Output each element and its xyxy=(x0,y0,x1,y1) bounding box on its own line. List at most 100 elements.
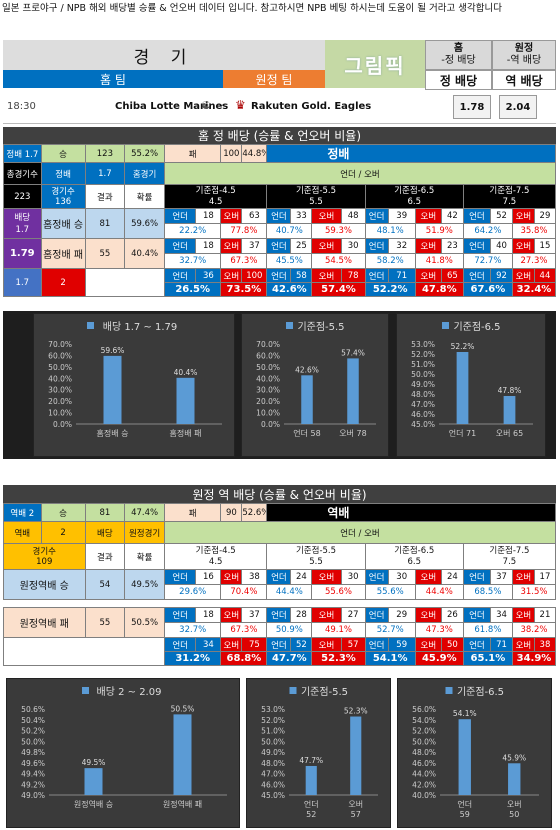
s1-r2-65-under-pct: 58.2% xyxy=(364,253,416,269)
s1-line-75-value: 7.5 xyxy=(502,196,517,207)
s2-r2-55-over-label: 오버 xyxy=(311,607,342,623)
s1-lose-label: 패 xyxy=(163,144,222,163)
s2-r2-55-over-pct: 49.1% xyxy=(311,622,366,638)
s1-line-45-label: 기준점-4.5 xyxy=(195,185,236,196)
s1-r1-45-under-pct: 22.2% xyxy=(163,223,222,239)
s2-r2-55-under: 28 xyxy=(290,607,313,623)
s2-r3-75-under: 71 xyxy=(490,637,513,652)
s2-r2-45-under-label: 언더 xyxy=(163,607,197,623)
s2-prob-head: 확률 xyxy=(124,543,165,570)
s1-r1-75-over-pct: 35.8% xyxy=(511,223,557,239)
s1-result-head: 결과 xyxy=(84,184,126,209)
s2-r2-45-over-pct: 67.3% xyxy=(220,622,268,638)
s2-r3-65-over: 50 xyxy=(440,637,464,652)
s2-r3-45-over-pct: 68.8% xyxy=(220,651,268,666)
s1-total-games-label: 총경기수 xyxy=(3,162,42,185)
s2-r2-65-under-label: 언더 xyxy=(364,607,389,623)
s1-r3-75-over-label: 오버 xyxy=(511,268,535,283)
s1-line-45: 기준점-4.5 4.5 xyxy=(163,184,268,209)
s1-lose-pct: 44.8% xyxy=(241,144,268,163)
s2-r1-45-under-label: 언더 xyxy=(163,569,197,585)
x-category-label: 57 xyxy=(351,810,361,819)
s1-r2-65-over-label: 오버 xyxy=(414,238,442,254)
s2-r3-45-under-pct: 31.2% xyxy=(163,651,222,666)
s1-r3-65-under: 71 xyxy=(387,268,416,283)
legend-swatch xyxy=(286,322,293,329)
s1-r1-45-over-pct: 77.8% xyxy=(220,223,268,239)
legend-swatch xyxy=(82,687,89,694)
y-tick-label: 10.0% xyxy=(256,409,280,418)
s1-lose-row-count: 55 xyxy=(84,238,126,269)
s1-underover-head: 언더 / 오버 xyxy=(163,162,557,185)
s2-r3-45-under-label: 언더 xyxy=(163,637,197,652)
y-tick-label: 53.0% xyxy=(411,340,435,349)
s1-side-odds: 배당 1.7 xyxy=(3,208,42,239)
s2-dog-head-odds: 2 xyxy=(40,521,86,544)
fav-odds-header: 정 배당 xyxy=(425,70,492,90)
s2-lose-row-count: 55 xyxy=(84,607,126,638)
s1-r3-45-under-pct: 26.5% xyxy=(163,282,222,297)
s2-section-label: 역배 xyxy=(266,503,556,522)
chart-6: 기준점-6.5 40.0% 42.0% 44.0% 46.0% 48.0% 50.0% 52.… xyxy=(397,678,552,828)
dog-odds-value[interactable]: 2.04 xyxy=(499,95,537,119)
chart-title-group: 배당 2 ~ 2.09 xyxy=(82,686,161,698)
s1-line-55-label: 기준점-5.5 xyxy=(295,185,337,196)
s1-r2-55-over: 30 xyxy=(340,238,366,254)
s2-r3-65-over-pct: 45.9% xyxy=(414,651,464,666)
y-tick-label: 50.4% xyxy=(21,716,45,725)
site-logo: 그림픽 xyxy=(325,40,425,88)
y-tick-label: 50.6% xyxy=(21,705,45,714)
s1-r2-45-under-pct: 32.7% xyxy=(163,253,222,269)
y-tick-label: 49.4% xyxy=(21,770,45,779)
legend-swatch xyxy=(289,687,297,694)
s2-r2-45-over-label: 오버 xyxy=(220,607,243,623)
chart-title: 배당 2 ~ 2.09 xyxy=(97,686,162,698)
s1-r2-45-over: 37 xyxy=(241,238,268,254)
s2-r1-55-under: 24 xyxy=(290,569,313,585)
bar-data-label: 50.5% xyxy=(171,704,195,713)
game-header: 경 기 xyxy=(3,40,325,70)
chart-title-group: 기준점-5.5 xyxy=(286,321,345,333)
y-tick-label: 45.0% xyxy=(411,420,435,429)
x-category-label: 오버 65 xyxy=(496,428,523,438)
s1-r1-65-over: 42 xyxy=(440,208,464,224)
y-tick-label: 0.0% xyxy=(261,420,280,429)
s2-r1-45-over-pct: 70.4% xyxy=(220,584,268,600)
s1-lose-count: 100 xyxy=(220,144,243,163)
s2-line-55-value: 5.5 xyxy=(309,556,323,567)
section1-title: 홈 정 배당 (승률 & 언오버 비율) xyxy=(3,127,556,144)
s1-game-count: 경기수 136 xyxy=(40,184,86,209)
s1-r3-45-under: 36 xyxy=(195,268,222,283)
y-tick-label: 50.0% xyxy=(256,363,280,372)
s1-r2-45-over-label: 오버 xyxy=(220,238,243,254)
s1-fav-head: 정배 xyxy=(40,162,86,185)
s1-win-label: 승 xyxy=(40,144,86,163)
s1-r2-65-under-label: 언더 xyxy=(364,238,389,254)
chart-title-group: 기준점-5.5 xyxy=(289,686,348,698)
s1-line-65-value: 6.5 xyxy=(407,196,421,207)
x-category-label: 52 xyxy=(306,810,316,819)
bar-data-label: 47.7% xyxy=(299,756,323,765)
chart-bar xyxy=(305,765,317,795)
fav-odds-value[interactable]: 1.78 xyxy=(453,95,491,119)
chart-title: 기준점-5.5 xyxy=(301,686,348,698)
s1-r3-65-over: 65 xyxy=(440,268,464,283)
s2-lose-count: 90 xyxy=(220,503,243,522)
bar-data-label: 49.5% xyxy=(82,758,106,767)
s1-r3-55-over-pct: 57.4% xyxy=(311,282,366,297)
away-sub: -역 배당 xyxy=(506,55,542,66)
s2-line-75: 기준점-7.5 7.5 xyxy=(462,543,557,570)
s2-r3-65-under: 59 xyxy=(387,637,416,652)
s1-line-55: 기준점-5.5 5.5 xyxy=(266,184,366,209)
intro-text: 일본 프로야구 / NPB 해외 배당별 승률 & 언오버 데이터 입니다. 참… xyxy=(2,3,502,14)
s2-line-65: 기준점-6.5 6.5 xyxy=(364,543,464,570)
away-col-header: 원정 -역 배당 xyxy=(492,40,556,70)
y-tick-label: 49.0% xyxy=(261,748,285,757)
s2-win-label: 승 xyxy=(40,503,86,522)
s2-r1-55-over-label: 오버 xyxy=(311,569,342,585)
s1-r1-55-under: 33 xyxy=(290,208,313,224)
y-tick-label: 49.0% xyxy=(21,791,45,800)
s1-lose-row-label: 홈정배 패 xyxy=(40,238,86,269)
s2-lose-label: 패 xyxy=(163,503,222,522)
y-tick-label: 50.0% xyxy=(21,737,45,746)
